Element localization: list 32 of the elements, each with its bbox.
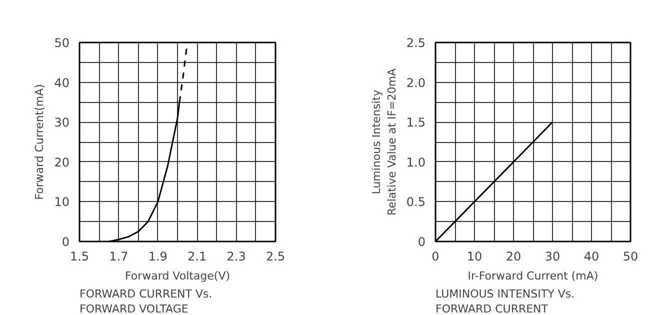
- y-tick-label: 40: [54, 76, 70, 90]
- text: FORWARD CURRENT: [436, 302, 548, 315]
- x-axis-title: Forward Voltage(V): [124, 270, 230, 282]
- y-tick-label: 1.5: [406, 116, 426, 130]
- x-tick-label: 40: [584, 250, 600, 264]
- y-tick-label: 0: [62, 235, 70, 249]
- y-tick-label: 10: [54, 195, 70, 210]
- y-tick-label: 30: [54, 116, 70, 130]
- x-tick-label: 30: [544, 250, 560, 264]
- y-tick-label: 2.0: [406, 76, 426, 90]
- y-tick-label: 50: [54, 36, 70, 50]
- text: LUMINOUS INTENSITY Vs.: [436, 288, 575, 300]
- y-axis-title: Luminous Intensity Relative Value at IF=20mA: [370, 68, 398, 216]
- x-tick-label: 2.3: [226, 250, 246, 264]
- x-tick-label: 50: [622, 250, 638, 264]
- x-tick-label: 2.5: [266, 250, 286, 264]
- x-tick-label: 10: [466, 250, 482, 264]
- y-tick-label: 20: [54, 155, 70, 170]
- x-tick-label: 1.7: [109, 250, 128, 264]
- text: FORWARD CURRENT Vs.: [80, 288, 212, 300]
- y-tick-label: 1.0: [406, 155, 426, 170]
- x-tick-label: 1.9: [148, 250, 168, 264]
- y-tick-label: 0: [418, 235, 426, 249]
- x-tick-label: 1.5: [70, 250, 90, 264]
- y-axis-title: Forward Current(mA): [33, 84, 46, 200]
- y-tick-label: 0.5: [406, 195, 426, 210]
- x-tick-label: 0: [432, 250, 440, 264]
- x-axis-title: Ir-Forward Current (mA): [468, 270, 598, 282]
- y-tick-label: 2.5: [406, 36, 426, 50]
- x-tick-label: 2.1: [188, 250, 207, 264]
- x-tick-label: 20: [506, 250, 522, 264]
- text: FORWARD VOLTAGE: [80, 302, 188, 315]
